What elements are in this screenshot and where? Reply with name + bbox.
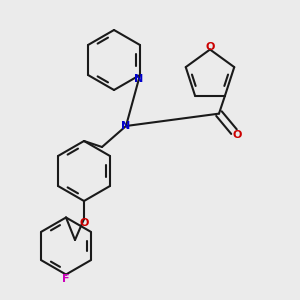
Text: O: O — [232, 130, 242, 140]
Text: O: O — [79, 218, 89, 229]
Text: N: N — [134, 74, 143, 85]
Text: N: N — [122, 121, 130, 131]
Text: O: O — [205, 41, 215, 52]
Text: F: F — [62, 274, 70, 284]
